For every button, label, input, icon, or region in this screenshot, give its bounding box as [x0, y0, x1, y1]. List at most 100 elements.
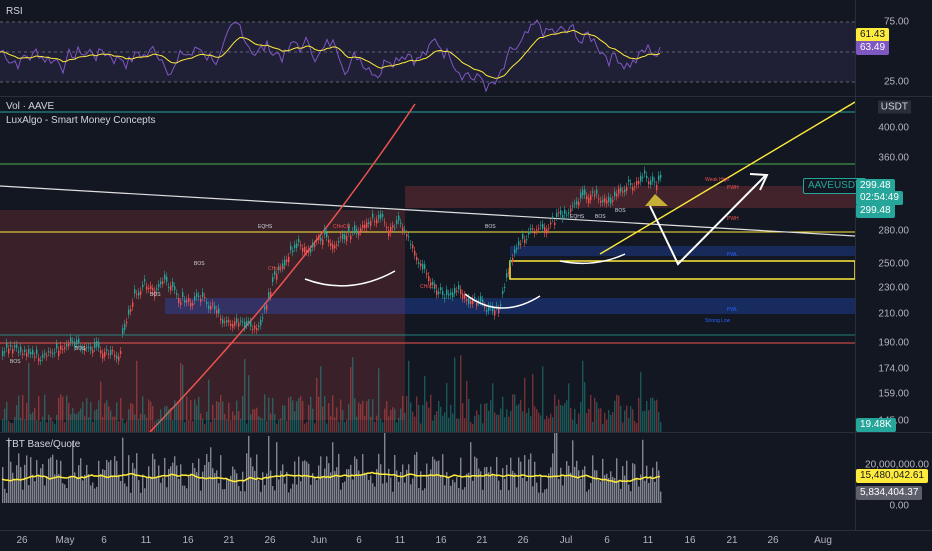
candle: [248, 321, 250, 323]
candle: [160, 281, 162, 285]
tbt-bar: [488, 472, 490, 503]
candle: [376, 219, 378, 224]
volume-bar: [254, 409, 256, 432]
tbt-bar: [196, 472, 198, 503]
volume-bar: [656, 399, 658, 432]
candle: [20, 346, 22, 352]
tbt-bar: [212, 468, 214, 503]
time-tick: Aug: [814, 535, 832, 546]
volume-bar: [262, 418, 264, 432]
candle: [402, 227, 404, 232]
tbt-bar: [590, 482, 592, 503]
tbt-bar: [198, 458, 200, 503]
tbt-bar: [74, 472, 76, 503]
tbt-bar: [86, 464, 88, 503]
candle: [548, 228, 550, 230]
price-axis[interactable]: USDT 400.00 360.00 280.00 250.00 230.00 …: [855, 97, 932, 432]
price-tick: 210.00: [878, 308, 909, 320]
candle: [448, 293, 450, 296]
tbt-bar: [522, 477, 524, 503]
volume-bar: [212, 404, 214, 432]
candle: [110, 349, 112, 355]
candle: [272, 277, 274, 282]
tbt-bar: [300, 481, 302, 503]
volume-bar: [416, 396, 418, 432]
candle: [400, 222, 402, 224]
volume-bar: [48, 414, 50, 432]
candle: [616, 193, 618, 197]
tbt-bar: [306, 461, 308, 503]
tbt-bar: [276, 442, 278, 503]
candle: [30, 352, 32, 355]
candle: [62, 348, 64, 350]
volume-bar: [92, 421, 94, 432]
volume-bar: [536, 409, 538, 432]
volume-bar: [168, 408, 170, 432]
tbt-bar: [512, 470, 514, 503]
candle: [480, 296, 482, 302]
volume-bar: [286, 420, 288, 432]
tbt-pane[interactable]: TBT Base/Quote: [0, 433, 855, 530]
tbt-bar: [222, 489, 224, 503]
candle: [554, 222, 556, 226]
volume-bar: [384, 408, 386, 432]
smc-indicator-label[interactable]: LuxAlgo - Smart Money Concepts: [6, 115, 156, 126]
smc-label: PWL: [727, 252, 738, 258]
candle: [188, 298, 190, 302]
volume-bar: [470, 422, 472, 432]
volume-bar: [586, 413, 588, 432]
candle: [294, 244, 296, 248]
tbt-bar: [502, 468, 504, 503]
volume-bar: [330, 416, 332, 432]
volume-bar: [612, 412, 614, 432]
main-chart-pane[interactable]: Vol · AAVE LuxAlgo - Smart Money Concept…: [0, 96, 855, 432]
candle: [304, 246, 306, 253]
volume-bar: [180, 362, 182, 432]
tbt-bar: [534, 461, 536, 503]
candle: [28, 349, 30, 354]
volume-bar: [260, 417, 262, 432]
pane-separator[interactable]: [0, 96, 932, 97]
candle: [382, 214, 384, 217]
tbt-bar: [592, 455, 594, 503]
tbt-bar: [594, 470, 596, 503]
volume-bar: [528, 408, 530, 432]
arrow-head: [749, 173, 769, 191]
volume-bar: [178, 402, 180, 432]
candle: [504, 287, 506, 289]
candle: [462, 293, 464, 299]
candle: [340, 236, 342, 238]
volume-bar: [370, 416, 372, 432]
tbt-bar: [398, 481, 400, 503]
tbt-bar: [646, 465, 648, 503]
rsi-pane[interactable]: RSI: [0, 0, 855, 96]
volume-bar: [28, 362, 30, 432]
currency-label[interactable]: USDT: [877, 100, 911, 114]
volume-bar: [638, 397, 640, 432]
volume-bar: [482, 423, 484, 432]
candle: [636, 181, 638, 186]
volume-bar: [236, 400, 238, 432]
smc-label: CHoCH: [420, 284, 438, 290]
volume-bar: [196, 405, 198, 432]
candle: [194, 296, 196, 301]
candle: [288, 256, 290, 263]
volume-bar: [442, 415, 444, 432]
volume-bar: [326, 423, 328, 432]
tbt-bar: [622, 466, 624, 503]
candle: [420, 263, 422, 267]
volume-indicator-label[interactable]: Vol · AAVE: [6, 101, 55, 112]
volume-bar: [352, 357, 354, 432]
tbt-axis[interactable]: 20,000,000.00 0.00: [855, 433, 932, 530]
volume-bar: [460, 355, 462, 432]
volume-bar: [424, 375, 426, 432]
time-axis[interactable]: 26 May 6 11 16 21 26 Jun 6 11 16 21 26 Jul 6 11 16 21 26 Au…: [0, 530, 932, 551]
candle: [528, 231, 530, 235]
volume-bar: [152, 406, 154, 432]
tbt-bar: [394, 455, 396, 503]
rsi-price-axis[interactable]: 75.00 25.00: [855, 0, 932, 96]
volume-bar: [280, 418, 282, 432]
pane-separator[interactable]: [0, 432, 932, 433]
smc-label: BOS: [615, 208, 626, 214]
volume-bar: [506, 409, 508, 432]
